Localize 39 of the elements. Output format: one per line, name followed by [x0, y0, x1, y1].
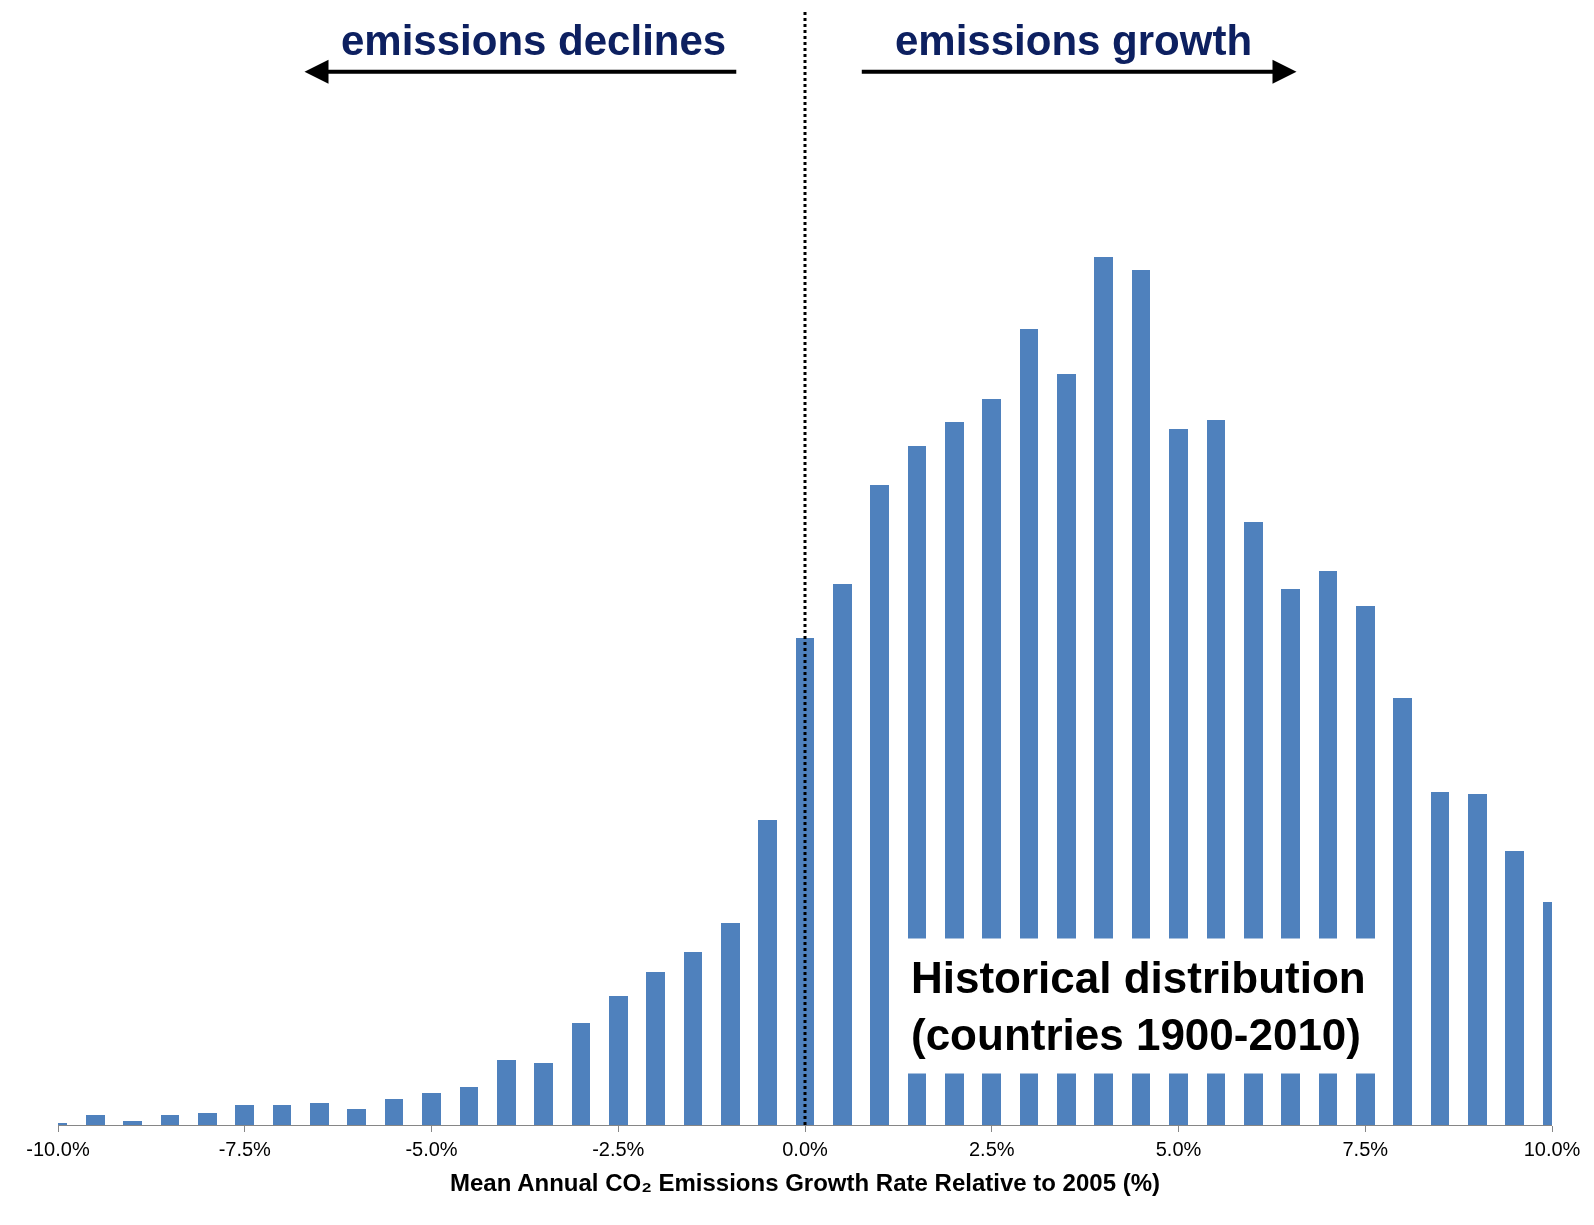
bar — [1431, 792, 1449, 1125]
bar — [347, 1109, 366, 1125]
bar — [1393, 698, 1412, 1125]
x-tick-label: 7.5% — [1342, 1138, 1389, 1160]
bar — [870, 485, 889, 1125]
bar — [796, 638, 814, 1125]
text: emissions declines — [341, 17, 727, 64]
bar — [572, 1023, 590, 1125]
x-tick-label: 10.0% — [1523, 1138, 1581, 1160]
bar — [721, 923, 740, 1125]
bar — [385, 1099, 403, 1125]
bar — [646, 972, 665, 1125]
bar — [758, 820, 777, 1125]
text: emissions growth — [895, 17, 1253, 64]
x-tick-label: -5.0% — [405, 1138, 458, 1160]
bar — [684, 952, 702, 1125]
x-tick-label: 2.5% — [968, 1138, 1015, 1160]
x-tick-label: 0.0% — [782, 1138, 829, 1160]
x-tick-label: 5.0% — [1155, 1138, 1202, 1160]
bar — [497, 1060, 516, 1125]
x-tick-label: -7.5% — [218, 1138, 272, 1160]
x-axis-title: Mean Annual CO₂ Emissions Growth Rate Relative to 2005 (%) — [450, 1169, 1160, 1197]
bar — [310, 1103, 329, 1125]
bar — [1505, 851, 1524, 1125]
annotation: Historical distribution (countries 1900-2010) — [911, 953, 1366, 1060]
bar — [609, 996, 628, 1125]
bar — [235, 1105, 254, 1125]
x-tick-label: -10.0% — [26, 1138, 90, 1160]
bar — [273, 1105, 291, 1125]
bar — [198, 1113, 217, 1125]
bar — [422, 1093, 441, 1125]
bar — [86, 1115, 105, 1125]
bar — [833, 584, 852, 1125]
bar — [534, 1063, 553, 1125]
bar — [161, 1115, 179, 1125]
bar — [460, 1087, 478, 1125]
x-tick-label: -2.5% — [592, 1138, 645, 1160]
bar — [1468, 794, 1487, 1125]
bar — [123, 1121, 142, 1125]
